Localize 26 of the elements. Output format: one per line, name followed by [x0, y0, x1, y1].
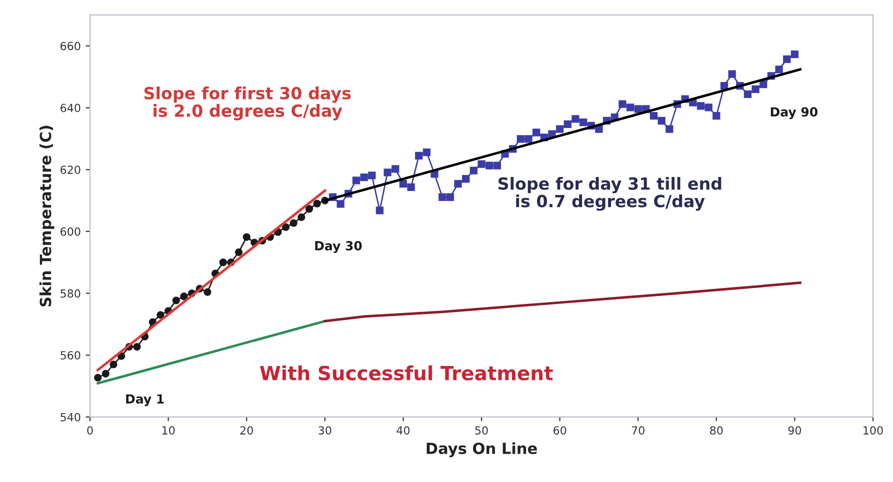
annotation: Day 30	[315, 241, 362, 253]
x-tick-label: 100	[864, 426, 883, 435]
annotation: Day 1	[126, 394, 164, 406]
annotation: Slope for day 31 till end is 0.7 degrees C/day	[498, 176, 722, 211]
x-tick-label: 80	[710, 426, 723, 435]
y-tick-label: 580	[60, 289, 80, 298]
x-tick-label: 70	[632, 426, 644, 435]
annotation: Day 90	[770, 107, 818, 120]
y-tick-label: 620	[60, 166, 80, 174]
y-axis-title: Skin Temperature (C)	[39, 126, 54, 306]
x-tick-label: 40	[396, 426, 410, 435]
annotation: With Successful Treatment	[260, 365, 553, 380]
x-tick-label: 0	[87, 426, 93, 435]
annotation: Slope for first 30 days is 2.0 degrees C/day	[144, 86, 351, 120]
y-tick-label: 560	[60, 351, 80, 360]
x-tick-label: 30	[318, 426, 332, 435]
x-tick-label: 50	[475, 426, 488, 435]
y-tick-label: 600	[60, 227, 80, 236]
y-tick-label: 540	[60, 412, 80, 422]
x-tick-label: 10	[162, 426, 175, 435]
y-tick-label: 660	[60, 42, 80, 50]
x-tick-label: 20	[240, 426, 253, 435]
x-tick-label: 90	[788, 426, 802, 435]
x-axis-title: Days On Line	[426, 442, 537, 458]
x-tick-label: 60	[554, 426, 566, 435]
y-tick-label: 640	[60, 104, 80, 112]
